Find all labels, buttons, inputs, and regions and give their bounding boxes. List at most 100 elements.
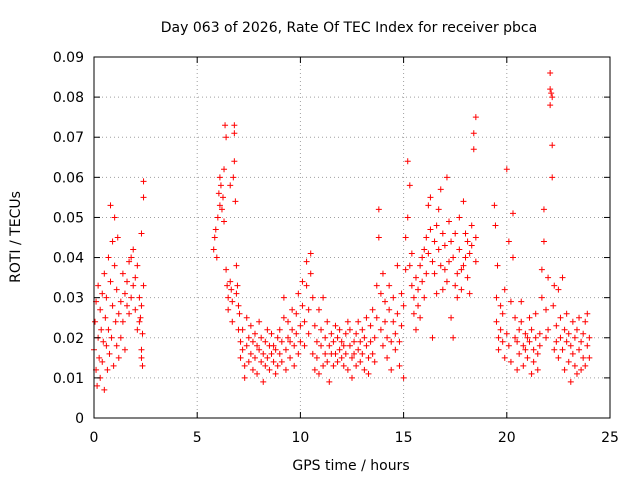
data-point-238 [377,290,384,297]
data-point-48 [128,294,135,301]
data-point-80 [222,122,229,129]
data-point-262 [402,266,409,273]
data-point-207 [344,366,351,373]
data-point-322 [464,238,471,245]
data-point-103 [237,354,244,361]
data-point-62 [140,282,147,289]
data-point-137 [272,346,279,353]
data-point-180 [318,342,325,349]
data-point-371 [528,326,535,333]
data-point-281 [421,294,428,301]
data-point-427 [582,318,589,325]
data-point-146 [282,346,289,353]
data-point-374 [532,334,539,341]
data-point-57 [137,314,144,321]
data-point-278 [419,254,426,261]
data-point-201 [338,338,345,345]
data-point-29 [111,214,118,221]
data-point-147 [282,366,289,373]
data-point-40 [119,318,126,325]
data-point-122 [258,358,265,365]
data-point-347 [503,330,510,337]
data-point-149 [285,318,292,325]
data-point-263 [402,234,409,241]
data-point-328 [470,130,477,137]
y-tick-label-5: 0.05 [53,210,84,226]
data-point-55 [136,294,143,301]
data-point-119 [254,370,261,377]
data-point-87 [227,278,234,285]
data-point-265 [404,158,411,165]
data-point-225 [363,314,370,321]
data-point-228 [367,338,374,345]
data-point-53 [134,262,141,269]
data-point-86 [227,182,234,189]
data-point-164 [301,342,308,349]
data-point-76 [218,206,225,213]
data-point-271 [410,310,417,317]
data-point-294 [435,206,442,213]
data-point-246 [386,306,393,313]
data-point-404 [559,346,566,353]
data-point-311 [452,282,459,289]
data-point-51 [132,274,139,281]
data-point-316 [458,286,465,293]
data-point-206 [344,318,351,325]
data-point-248 [388,338,395,345]
data-point-237 [375,206,382,213]
data-point-231 [369,306,376,313]
data-point-6 [95,282,102,289]
data-point-221 [359,350,366,357]
data-point-94 [231,158,238,165]
data-point-360 [518,318,525,325]
data-point-358 [516,326,523,333]
data-point-249 [388,366,395,373]
data-point-286 [427,194,434,201]
data-point-377 [534,366,541,373]
data-point-25 [108,334,115,341]
data-point-350 [507,298,514,305]
data-point-410 [565,358,572,365]
data-point-165 [301,318,308,325]
data-point-400 [555,286,562,293]
data-point-232 [371,334,378,341]
data-point-173 [309,350,316,357]
data-point-250 [390,318,397,325]
data-point-230 [369,350,376,357]
data-point-64 [140,194,147,201]
data-point-26 [109,238,116,245]
data-point-77 [220,194,226,201]
data-point-156 [293,330,300,337]
data-point-58 [138,302,145,309]
data-point-417 [571,362,578,369]
data-point-89 [229,298,236,305]
data-point-412 [567,342,574,349]
data-point-128 [264,326,271,333]
data-point-226 [365,354,372,361]
y-tick-label-7: 0.07 [53,130,84,146]
data-point-318 [460,198,467,205]
data-point-182 [320,362,327,369]
data-point-113 [247,350,254,357]
data-point-73 [216,202,223,209]
data-point-336 [493,318,500,325]
data-point-195 [332,350,339,357]
data-point-406 [561,366,568,373]
data-point-75 [217,182,224,189]
data-point-168 [305,330,312,337]
data-point-41 [121,290,128,297]
data-point-43 [124,278,131,285]
data-point-179 [315,370,322,377]
data-point-297 [437,262,444,269]
data-point-391 [548,90,555,97]
data-point-211 [349,374,355,381]
data-point-32 [113,342,120,349]
data-point-430 [586,334,593,341]
data-point-42 [121,346,128,353]
x-tick-label-2: 10 [291,430,309,446]
data-point-107 [241,374,248,381]
data-point-36 [115,354,122,361]
data-point-159 [295,350,302,357]
data-point-306 [448,238,455,245]
data-point-348 [505,342,512,349]
